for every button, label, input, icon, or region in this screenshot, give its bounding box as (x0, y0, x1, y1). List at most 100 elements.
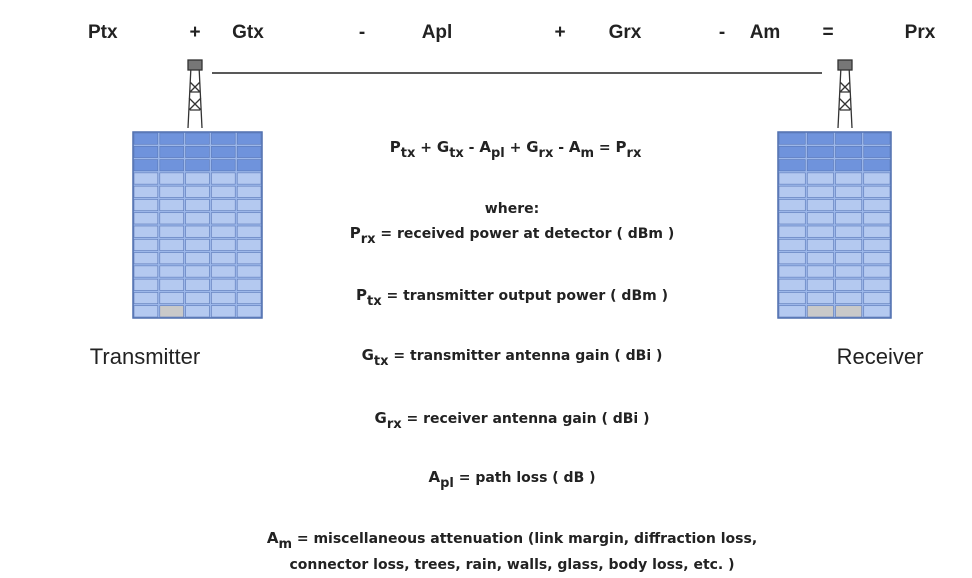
tower-frame (838, 66, 852, 128)
window (211, 239, 235, 250)
window (186, 226, 210, 237)
window (237, 306, 261, 317)
window (779, 226, 805, 237)
window (134, 226, 158, 237)
receiver-label: Receiver (837, 344, 924, 369)
window (864, 266, 890, 277)
window (160, 226, 184, 237)
window (807, 199, 833, 210)
symbol: P (356, 286, 367, 304)
definition: Am = miscellaneous attenuation (link mar… (267, 529, 757, 552)
window (237, 253, 261, 264)
window (211, 253, 235, 264)
window (160, 292, 184, 303)
window (807, 306, 833, 317)
window (864, 253, 890, 264)
equation-term: Prx (905, 22, 936, 43)
window (186, 306, 210, 317)
window (864, 226, 890, 237)
antenna (188, 60, 202, 70)
window (237, 186, 261, 197)
window (211, 279, 235, 290)
definition-continuation: connector loss, trees, rain, walls, glas… (289, 557, 734, 573)
window (779, 306, 805, 317)
window (779, 279, 805, 290)
window (779, 253, 805, 264)
window (160, 253, 184, 264)
window (779, 213, 805, 224)
symbol: G (362, 346, 374, 364)
window (134, 253, 158, 264)
window (836, 160, 862, 171)
subscript: m (581, 146, 595, 161)
window (864, 160, 890, 171)
equation-term: Am (750, 22, 781, 43)
window (237, 146, 261, 157)
window (779, 239, 805, 250)
window (186, 199, 210, 210)
window (807, 146, 833, 157)
window (134, 146, 158, 157)
window (807, 253, 833, 264)
equation-term: Grx (609, 22, 642, 43)
spacer (641, 140, 646, 156)
window (779, 160, 805, 171)
window (779, 292, 805, 303)
symbol: A (267, 529, 279, 547)
window (864, 306, 890, 317)
window (836, 239, 862, 250)
window (211, 146, 235, 157)
window (836, 173, 862, 184)
window (836, 199, 862, 210)
subscript: tx (401, 146, 416, 161)
antenna-tower (188, 60, 202, 128)
symbol: G (437, 138, 449, 156)
equation-term: - (359, 22, 365, 43)
window (864, 173, 890, 184)
formula: Ptx + Gtx - Apl + Grx - Am = Prx (390, 138, 646, 161)
window (160, 213, 184, 224)
window (160, 279, 184, 290)
window (836, 292, 862, 303)
symbol: P (350, 224, 361, 242)
window (237, 226, 261, 237)
symbol: A (428, 468, 440, 486)
window (134, 199, 158, 210)
window (807, 173, 833, 184)
window (186, 160, 210, 171)
window (779, 266, 805, 277)
window (134, 213, 158, 224)
window (211, 266, 235, 277)
window (134, 186, 158, 197)
window (134, 306, 158, 317)
symbol: P (616, 138, 627, 156)
window (160, 239, 184, 250)
window (186, 292, 210, 303)
window (864, 186, 890, 197)
definition: Grx = receiver antenna gain ( dBi ) (375, 409, 650, 432)
equation-term: Gtx (232, 22, 264, 43)
window (807, 133, 833, 144)
window (836, 279, 862, 290)
subscript: pl (491, 146, 505, 161)
subscript: pl (440, 476, 454, 491)
window (211, 160, 235, 171)
antenna-tower (838, 60, 852, 128)
operator: + (510, 140, 522, 156)
window (186, 213, 210, 224)
window (836, 226, 862, 237)
window (186, 266, 210, 277)
window (134, 173, 158, 184)
definition-text: = transmitter output power ( dBm ) (386, 288, 668, 304)
window (186, 253, 210, 264)
window (160, 186, 184, 197)
window (237, 160, 261, 171)
subscript: rx (627, 146, 642, 161)
window (160, 173, 184, 184)
equation-term: = (822, 22, 833, 43)
window (160, 266, 184, 277)
window (237, 266, 261, 277)
where-label: where: (485, 201, 539, 217)
definition-text: = path loss ( dB ) (459, 470, 596, 486)
window (134, 292, 158, 303)
